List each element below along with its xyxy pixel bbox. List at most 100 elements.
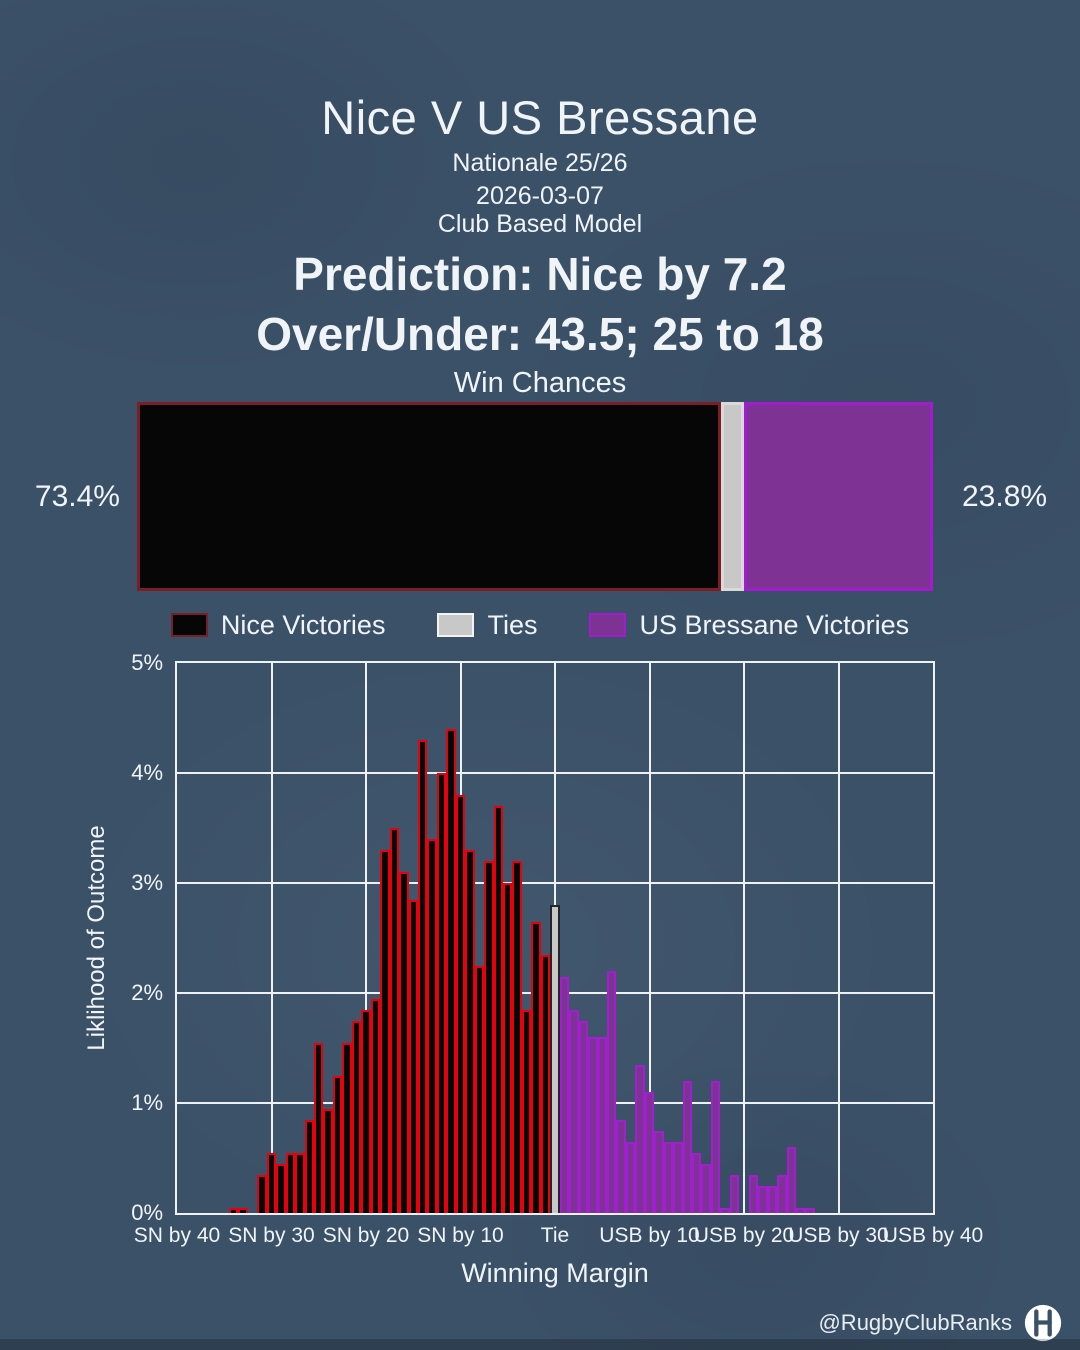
y-tick-label-5: 5% [131,650,163,675]
hist-bar-sn-17 [389,828,400,1213]
legend-swatch-1 [437,613,475,637]
hist-bar-usb-18 [720,1207,730,1213]
x-tick-label-7: USB by 30 [788,1224,889,1247]
hist-bar-sn-20 [361,1009,371,1213]
y-axis-title: Liklihood of Outcome [83,825,110,1051]
hist-bar-sn-6 [493,806,503,1213]
hist-bar-sn-7 [484,861,494,1213]
legend-swatch-0 [170,613,208,637]
hist-bar-sn-27 [295,1152,305,1213]
legend-label-1: Ties [487,609,538,640]
legend-item-0: Nice Victories [170,610,385,641]
hist-bar-sn-3 [521,1009,532,1213]
hist-bar-usb-22 [758,1185,768,1213]
hist-bar-usb-7 [616,1119,626,1213]
win-segment-tie [721,402,744,591]
hist-bar-sn-19 [370,998,381,1213]
rugby-logo-icon [1022,1302,1064,1344]
hist-bar-usb-10 [644,1092,655,1213]
hist-bar-sn-12 [436,773,447,1213]
hist-bar-sn-1 [540,954,551,1213]
y-tick-label-0: 0% [131,1200,163,1225]
match-title: Nice V US Bressane [321,91,759,144]
hist-bar-sn-4 [512,861,522,1213]
hist-bar-usb-8 [625,1141,636,1213]
hist-bar-usb-2 [569,1009,579,1213]
legend-swatch-2 [589,613,627,637]
hist-bar-usb-25 [786,1147,796,1213]
hist-bar-usb-9 [635,1064,645,1213]
footer: @RugbyClubRanks [818,1302,1064,1344]
hist-bar-sn-24 [323,1108,333,1213]
bottom-strip [0,1339,1080,1350]
hist-bar-usb-21 [748,1174,759,1213]
hist-bar-usb-24 [777,1174,787,1213]
nice-pct-label: 73.4% [34,480,120,513]
legend-item-1: Ties [437,610,537,641]
hist-bar-sn-28 [285,1152,296,1213]
model-label: Club Based Model [437,210,643,238]
x-tick-label-2: SN by 20 [322,1224,410,1247]
grid-line-v-2 [365,663,367,1213]
x-tick-label-5: USB by 10 [599,1224,700,1247]
hist-bar-sn-22 [342,1042,352,1213]
hist-bar-sn-23 [332,1075,343,1213]
x-tick-label-0: SN by 40 [133,1224,221,1247]
usb-pct-label: 23.8% [962,480,1048,513]
hist-bar-tie-0 [550,905,560,1213]
hist-bar-usb-26 [795,1207,806,1213]
x-axis-title: Winning Margin [461,1258,649,1288]
hist-bar-usb-11 [654,1130,664,1213]
match-date-label: 2026-03-07 [476,182,604,210]
hist-bar-sn-11 [446,729,456,1213]
legend-item-2: US Bressane Victories [589,610,909,641]
hist-bar-usb-16 [701,1163,711,1213]
hist-bar-sn-14 [417,740,428,1213]
over-under-text: Over/Under: 43.5; 25 to 18 [256,308,824,360]
hist-bar-usb-23 [767,1185,778,1213]
hist-bar-usb-3 [578,1020,589,1213]
hist-bar-sn-8 [474,965,485,1213]
hist-bar-usb-27 [805,1207,815,1213]
y-tick-label-2: 2% [131,980,163,1005]
hist-bar-usb-12 [663,1141,674,1213]
x-tick-label-8: USB by 40 [882,1224,984,1247]
footer-handle: @RugbyClubRanks [818,1310,1012,1335]
hist-bar-usb-13 [673,1141,683,1213]
grid-line-v-1 [270,663,273,1213]
grid-line-v-5 [648,663,651,1213]
hist-bar-sn-33 [238,1207,248,1213]
hist-bar-sn-5 [503,883,513,1213]
hist-bar-sn-26 [304,1119,314,1213]
win-chances-bar [137,402,933,591]
hist-bar-usb-17 [710,1081,721,1213]
hist-bar-sn-21 [351,1020,362,1213]
x-tick-label-3: SN by 10 [417,1224,504,1247]
hist-bar-usb-14 [682,1081,692,1213]
hist-bar-usb-6 [606,971,617,1213]
hist-bar-sn-30 [266,1152,277,1213]
y-tick-label-4: 4% [131,760,163,785]
x-tick-label-1: SN by 30 [228,1224,315,1247]
win-segment-usb [743,402,933,591]
x-tick-label-4: Tie [540,1224,570,1247]
hist-bar-sn-29 [276,1163,286,1213]
hist-bar-sn-34 [228,1207,239,1213]
win-segment-nice [137,402,722,591]
hist-bar-sn-25 [314,1042,324,1213]
grid-line-v-6 [743,663,745,1213]
hist-bar-sn-16 [399,872,409,1213]
y-tick-label-3: 3% [131,870,163,895]
hist-bar-sn-15 [408,899,418,1213]
win-chances-title: Win Chances [453,367,627,399]
hist-bar-usb-5 [597,1037,607,1213]
grid-line-v-7 [837,663,840,1213]
hist-bar-sn-31 [257,1174,267,1213]
prediction-text: Prediction: Nice by 7.2 [293,248,787,300]
hist-bar-sn-9 [465,850,475,1213]
hist-bar-sn-2 [531,921,541,1213]
hist-bar-usb-15 [692,1152,702,1213]
goalposts-icon [1024,1304,1062,1342]
competition-label: Nationale 25/26 [452,149,628,177]
